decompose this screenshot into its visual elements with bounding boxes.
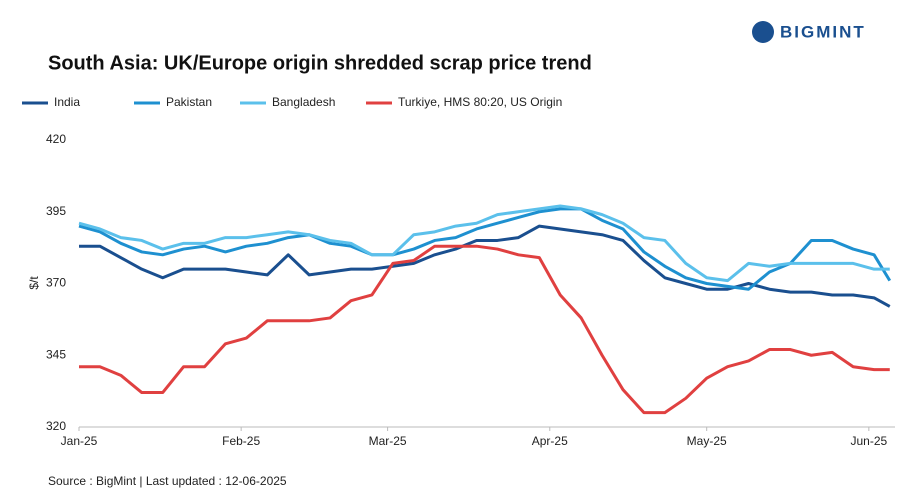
logo-icon — [752, 21, 774, 43]
y-tick-label: 420 — [46, 132, 66, 146]
x-tick-label: May-25 — [687, 434, 727, 448]
legend-label: Pakistan — [166, 95, 212, 109]
legend-label: Turkiye, HMS 80:20, US Origin — [398, 95, 562, 109]
x-tick-label: Jun-25 — [850, 434, 887, 448]
y-tick-label: 345 — [46, 347, 66, 361]
line-series — [78, 207, 892, 291]
line-series — [79, 244, 890, 415]
logo: BIGMINT — [752, 21, 866, 43]
x-tick-label: Mar-25 — [369, 434, 407, 448]
line-series — [78, 204, 890, 283]
legend-label: Bangladesh — [272, 95, 335, 109]
y-axis-label: $/t — [27, 276, 41, 290]
y-tick-label: 395 — [46, 204, 66, 218]
x-tick-label: Jan-25 — [61, 434, 98, 448]
legend-label: India — [54, 95, 80, 109]
y-tick-label: 320 — [46, 419, 66, 433]
x-tick-label: Feb-25 — [222, 434, 260, 448]
chart-title: South Asia: UK/Europe origin shredded sc… — [48, 52, 592, 74]
x-tick-label: Apr-25 — [532, 434, 568, 448]
y-tick-label: 370 — [46, 276, 66, 290]
line-series — [79, 224, 891, 308]
brand: BIGMINT — [780, 22, 866, 41]
source: Source : BigMint | Last updated : 12-06-… — [48, 474, 287, 488]
